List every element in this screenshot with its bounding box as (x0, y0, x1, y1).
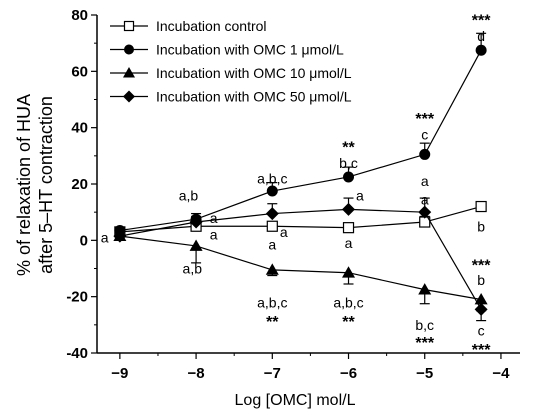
group-label: b (477, 272, 485, 288)
y-tick-label: 80 (71, 7, 88, 24)
x-tick-label: −4 (492, 365, 510, 382)
significance-label: ** (342, 139, 355, 156)
y-tick-label: 20 (71, 176, 88, 193)
legend-marker (123, 20, 135, 32)
series-3 (113, 227, 488, 312)
data-point (189, 215, 203, 229)
series-line (119, 205, 482, 233)
series-2 (114, 32, 487, 236)
y-tick-label: 0 (80, 232, 88, 249)
data-point (265, 263, 279, 275)
group-label: a (210, 227, 218, 243)
series-line (119, 49, 482, 232)
x-tick-label: −9 (111, 365, 128, 382)
significance-label: *** (415, 335, 434, 352)
group-label: c (478, 322, 485, 338)
data-point (418, 283, 432, 295)
data-point (475, 200, 487, 213)
group-label: b,c (415, 317, 434, 333)
legend: Incubation control Incubation with OMC 1 … (110, 18, 352, 105)
y-tick-label: -40 (66, 345, 88, 362)
data-point (189, 239, 203, 251)
series-line (119, 208, 482, 310)
significance-label: ** (266, 314, 279, 331)
legend-label: Incubation control (156, 18, 267, 34)
group-label: c (421, 127, 428, 143)
series-4 (113, 197, 488, 322)
y-axis-label-line-2: after 5–HT contraction (36, 96, 56, 274)
group-label: a (280, 224, 288, 240)
x-axis-label: Log [OMC] mol/L (235, 392, 356, 409)
data-point (474, 292, 488, 305)
significance-label: ** (342, 314, 355, 331)
data-point (474, 302, 488, 316)
group-label: a,b,c (257, 170, 287, 186)
x-tick-label: −6 (340, 365, 357, 382)
group-label: a,b (179, 187, 199, 203)
y-tick-label: -20 (66, 289, 88, 306)
legend-label: Incubation with OMC 50 μmol/L (156, 89, 352, 105)
x-tick-label: −5 (416, 365, 433, 382)
x-tick-label: −7 (264, 365, 281, 382)
group-label: a (345, 235, 353, 251)
significance-label: *** (472, 342, 491, 359)
data-point (342, 202, 356, 216)
y-tick-label: 40 (71, 120, 88, 137)
series-line (119, 235, 482, 301)
data-point (266, 220, 278, 232)
legend-marker (123, 90, 135, 103)
y-tick-label: 60 (71, 63, 88, 80)
legend-label: Incubation with OMC 10 μmol/L (156, 65, 352, 81)
legend-marker (124, 44, 134, 55)
data-point (265, 207, 279, 221)
data-point (343, 171, 355, 183)
x-tick-label: −8 (188, 365, 205, 382)
data-point (342, 266, 356, 278)
group-label: a (210, 210, 218, 226)
data-point (475, 44, 487, 56)
group-label: a,b,c (333, 294, 363, 310)
data-point (113, 229, 127, 243)
group-label: a (356, 187, 364, 203)
significance-label: *** (472, 258, 491, 275)
y-axis-label-line-1: % of relaxation of HUA (14, 94, 34, 276)
group-label: a,b (183, 261, 203, 277)
data-point (266, 185, 278, 197)
legend-marker (123, 67, 135, 78)
group-label: d (477, 28, 485, 44)
significance-label: *** (415, 111, 434, 128)
series-1 (114, 200, 487, 238)
significance-label: *** (472, 13, 491, 30)
group-label: a (421, 173, 429, 189)
group-label: a (268, 237, 276, 253)
group-label: b (477, 218, 485, 234)
data-point (419, 148, 431, 160)
data-point (418, 205, 432, 219)
group-label: a (421, 191, 429, 207)
group-label: a,b,c (257, 294, 287, 310)
group-label: b,c (339, 155, 358, 171)
data-point (342, 222, 355, 234)
group-label: a (101, 230, 109, 246)
legend-label: Incubation with OMC 1 μmol/L (156, 42, 344, 58)
